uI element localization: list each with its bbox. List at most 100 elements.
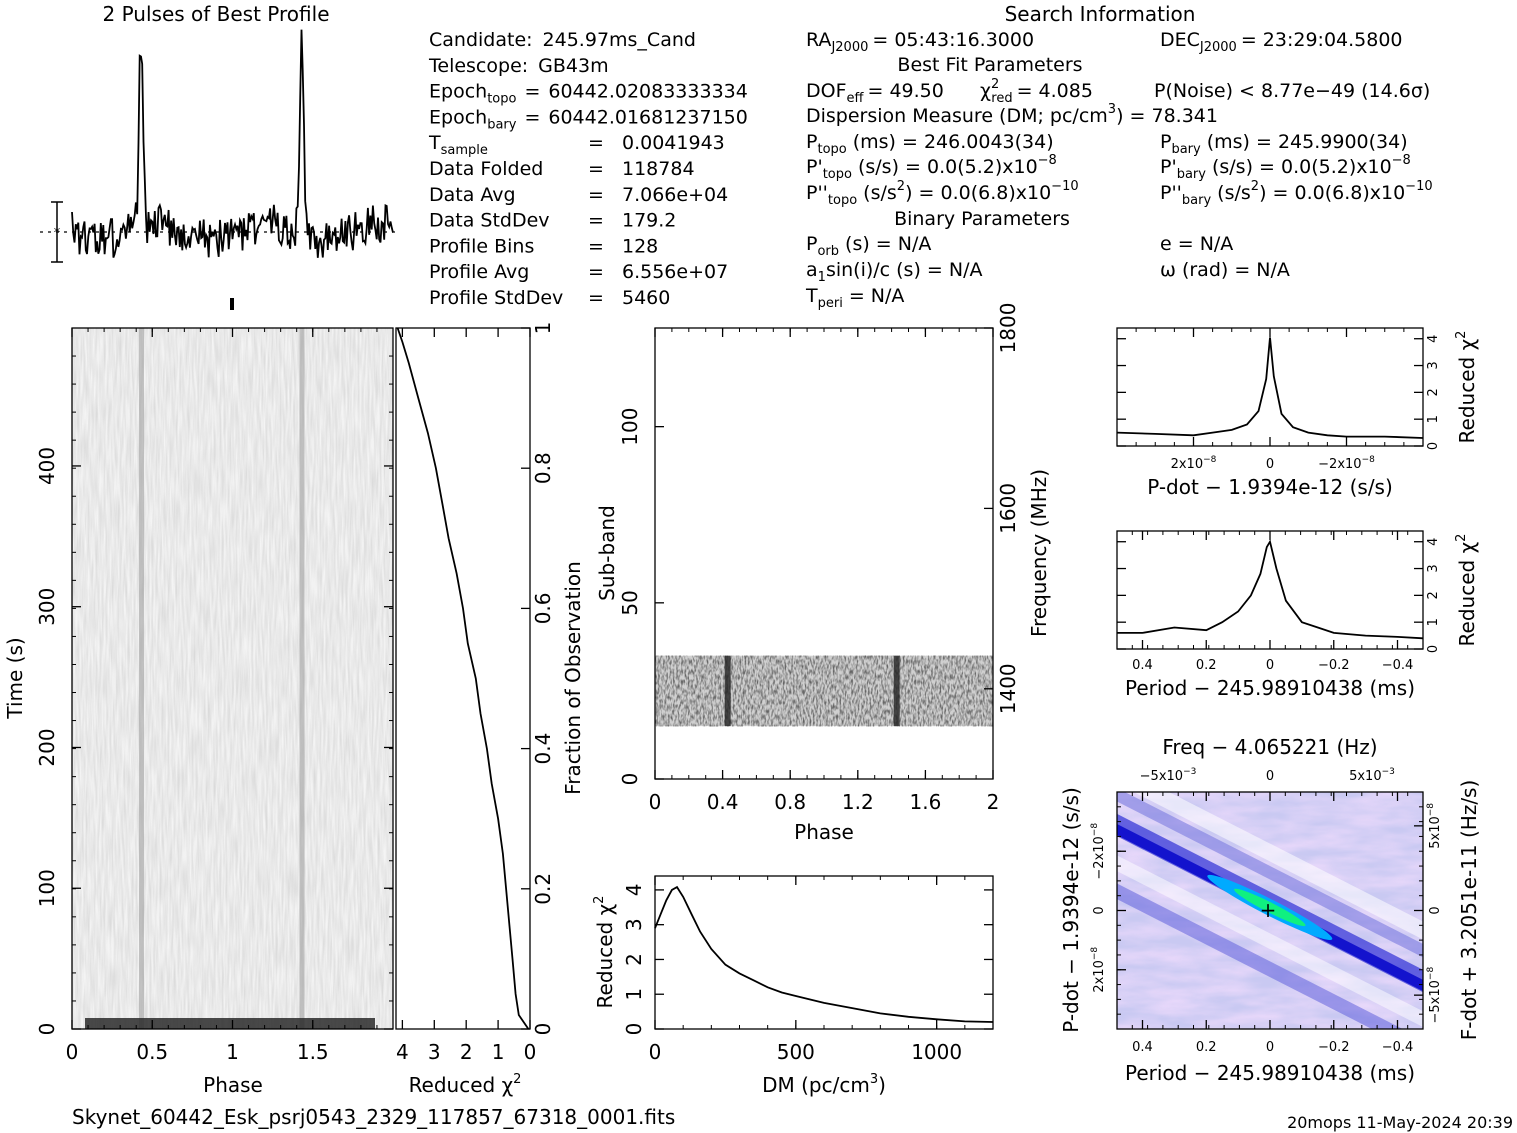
pddbary-row: P''bary (s/s2) = 0.0(6.8)x10−10 [1160,179,1433,208]
x-tick-label: 1 [226,1040,239,1064]
pdot-plot: 2x10−8 0 −2x10−8 0 1 2 3 4 P-dot − 1.9394e-12 (s… [1116,327,1479,499]
x-tick-label: −0.4 [1382,1040,1414,1055]
info-left-sub: bary [487,117,517,132]
porb-row: Porb (s) = N/A [806,233,931,259]
y-tick-label: 400 [35,447,59,485]
y-tick-label: 1 [622,988,646,1001]
y-tick-label: 2 [1426,591,1441,599]
binary-title: Binary Parameters [894,208,1070,230]
y-tick-label: 0.8 [531,452,555,484]
x-tick-label: 0 [1266,658,1274,673]
y-tick-label: −2x10−8 [1090,823,1107,880]
y-tick-label: 0.6 [531,592,555,624]
subband-xlabel: Phase [794,820,854,844]
info-left-value: 60442.01681237150 [548,106,747,128]
info-left-label: Data StdDev [429,210,550,232]
top-tick-label: 0 [1266,769,1274,784]
x-tick-label: 0.4 [1132,1040,1153,1055]
info-left-row: Telescope: GB43m [428,55,609,77]
x-tick-label: 0 [649,1040,662,1064]
info-left-label: Epoch [429,81,487,103]
y2-tick-label: −5x10−8 [1426,967,1443,1024]
info-right-columns: RAJ2000 = 05:43:16.3000 DECJ2000 = 23:29:0… [805,29,1433,311]
y-tick-label: 2 [622,953,646,966]
period-pdot-xlabel: Period − 245.98910438 (ms) [1125,1061,1415,1085]
info-left-row: Profile StdDev = 5460 [429,287,670,309]
period-line [1117,539,1424,640]
x-tick-label: 3 [428,1040,441,1064]
best-fit-marker: + [1260,898,1277,922]
y-tick-label: 3 [1426,361,1441,369]
pnoise-row: P(Noise) < 8.77e−49 (14.6σ) [1154,80,1430,102]
y-tick-label: 0 [618,773,642,786]
period-pdot-title: Freq − 4.065221 (Hz) [1162,735,1377,759]
x-tick-label: 0.2 [1196,658,1217,673]
x-tick-label: 0 [66,1040,79,1064]
y-tick-label: 4 [1426,538,1441,546]
phase-marker [230,298,234,310]
subband-noise [655,655,993,727]
time-phase-ylabel: Time (s) [3,637,27,719]
x-tick-label: 1000 [911,1040,962,1064]
chi-fraction-ylabel: Fraction of Observation [561,561,585,795]
time-phase-bottom-band [85,1018,375,1029]
x-tick-label: 0.4 [707,790,739,814]
info-left-row: Data Avg = 7.066e+04 [429,184,728,206]
y2-tick-label: 5x10−8 [1426,803,1443,849]
y-tick-label: 0 [1426,442,1441,450]
x-tick-label: −2x10−8 [1318,455,1375,472]
info-left-row: Profile Bins = 128 [429,235,658,257]
x-tick-label: 1.2 [842,790,874,814]
y-tick-label: 2 [1426,388,1441,396]
info-left-label: T [428,132,441,154]
info-left-value: 7.066e+04 [622,184,728,206]
period-curve-ylabel: Reduced χ2 [1454,534,1479,647]
x-tick-label: 1 [492,1040,505,1064]
dm-line [654,885,994,1023]
pbary-row: Pbary (ms) = 245.9900(34) [1160,131,1408,157]
x-tick-label: 2 [987,790,1000,814]
x-tick-label: −0.4 [1382,658,1414,673]
period-plot: 0.4 0.2 0 −0.2 −0.4 0 1 2 3 4 Period − 245.9891043… [1116,530,1479,700]
info-left-eq: = [588,261,604,283]
profile-errorbar: * [51,201,63,263]
subband-pulse-2 [893,655,900,727]
info-left-value: 128 [622,235,658,257]
info-left-value: 60442.02083333334 [548,81,747,103]
x-tick-label: −0.2 [1318,658,1350,673]
y-tick-label: 200 [35,728,59,766]
info-left-column: Candidate: 245.97ms_Cand Telescope: GB43m Ep… [428,29,748,309]
y-tick-label: 1 [1426,618,1441,626]
pdtopo-row: P'topo (s/s) = 0.0(5.2)x10−8 [806,153,1057,182]
info-left-label: Data Avg [429,184,516,206]
dec-row: DECJ2000 = 23:29:04.5800 [1160,29,1403,55]
y-tick-label: 1 [1426,415,1441,423]
y-tick-label: 4 [622,884,646,897]
info-left-label: Epoch [429,106,487,128]
pdbary-row: P'bary (s/s) = 0.0(5.2)x10−8 [1160,153,1411,182]
y2-tick-label: 0 [1428,906,1443,914]
time-phase-pulse-1 [139,328,145,1029]
x-tick-label: 0 [1266,457,1274,472]
x-tick-label: 2x10−8 [1171,455,1217,472]
chi-fraction-xlabel: Reduced χ2 [409,1072,522,1097]
info-left-label: Telescope: [428,55,528,77]
info-left-row: Epochbary = 60442.01681237150 [429,106,748,132]
e-row: e = N/A [1160,233,1233,255]
info-left-row: Data Folded = 118784 [429,158,695,180]
ptopo-row: Ptopo (ms) = 246.0043(34) [806,131,1054,157]
y-tick-label: 2x10−8 [1090,947,1107,993]
info-left-eq: = [588,158,604,180]
info-left-eq: = [588,210,604,232]
y-tick-label: 300 [35,588,59,626]
x-tick-label: 2 [460,1040,473,1064]
info-left-value: GB43m [538,55,608,77]
time-phase-xlabel: Phase [203,1073,263,1097]
search-info-title: Search Information [1005,2,1196,26]
info-left-value: 5460 [622,287,670,309]
pdot-curve-ylabel: Reduced χ2 [1454,331,1479,444]
pdot-line [1116,337,1424,439]
info-left-row: Tsample = 0.0041943 [428,132,725,158]
